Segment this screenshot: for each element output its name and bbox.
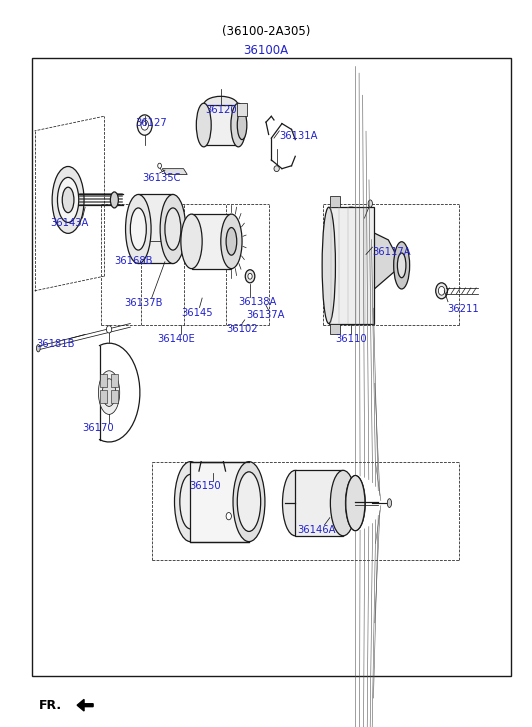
Ellipse shape (326, 207, 376, 324)
Text: 36170: 36170 (82, 423, 114, 433)
Text: 36135C: 36135C (143, 173, 181, 183)
Ellipse shape (397, 253, 406, 278)
Ellipse shape (110, 192, 118, 208)
Text: 36100A: 36100A (244, 44, 288, 57)
Ellipse shape (436, 283, 447, 299)
Ellipse shape (330, 470, 356, 536)
Polygon shape (330, 324, 340, 334)
Ellipse shape (237, 111, 247, 140)
Ellipse shape (226, 228, 237, 255)
Text: 36143A: 36143A (51, 218, 89, 228)
Polygon shape (77, 699, 93, 711)
Polygon shape (162, 169, 187, 174)
Ellipse shape (203, 96, 238, 114)
Bar (32, 58, 511, 676)
Ellipse shape (248, 273, 252, 279)
Text: FR.: FR. (39, 699, 62, 712)
Ellipse shape (141, 120, 148, 130)
Text: 36181B: 36181B (36, 339, 74, 349)
Ellipse shape (237, 472, 261, 531)
Bar (237, 103, 247, 116)
Ellipse shape (137, 115, 152, 135)
Ellipse shape (346, 475, 365, 531)
Text: 36150: 36150 (189, 481, 220, 491)
Ellipse shape (332, 222, 370, 309)
Ellipse shape (57, 177, 79, 222)
Ellipse shape (165, 208, 181, 250)
Ellipse shape (180, 475, 201, 529)
Ellipse shape (160, 194, 186, 263)
Ellipse shape (394, 241, 410, 289)
Ellipse shape (181, 214, 202, 268)
Bar (138, 194, 173, 263)
Ellipse shape (126, 194, 151, 263)
Bar (204, 105, 238, 145)
Ellipse shape (282, 470, 308, 536)
Text: 36145: 36145 (181, 308, 212, 318)
Text: 36102: 36102 (226, 324, 257, 334)
Ellipse shape (98, 371, 120, 414)
Polygon shape (330, 196, 340, 207)
Ellipse shape (174, 462, 206, 542)
Ellipse shape (368, 200, 372, 207)
Text: 36140E: 36140E (157, 334, 195, 345)
Text: 36168B: 36168B (114, 256, 153, 266)
Ellipse shape (102, 379, 115, 406)
Text: 36137B: 36137B (124, 298, 162, 308)
Text: 36137A: 36137A (246, 310, 284, 321)
Bar (111, 374, 118, 387)
Ellipse shape (106, 326, 112, 333)
Text: 36127: 36127 (136, 118, 168, 128)
Ellipse shape (62, 188, 74, 213)
Bar (111, 390, 118, 403)
Ellipse shape (231, 103, 246, 147)
Bar (100, 390, 107, 403)
Text: 36138A: 36138A (238, 297, 277, 307)
Ellipse shape (387, 499, 392, 507)
Ellipse shape (245, 270, 255, 283)
Ellipse shape (322, 207, 335, 324)
Ellipse shape (157, 164, 161, 168)
Bar (295, 470, 343, 536)
Polygon shape (351, 222, 402, 309)
Polygon shape (329, 207, 374, 324)
Text: (36100-2A305): (36100-2A305) (222, 25, 310, 39)
Ellipse shape (36, 345, 40, 352)
Text: 36131A: 36131A (279, 131, 318, 141)
Ellipse shape (438, 286, 445, 295)
Ellipse shape (52, 166, 84, 233)
Text: 36120: 36120 (205, 105, 236, 116)
Text: 36110: 36110 (335, 334, 367, 345)
Text: 36211: 36211 (447, 304, 479, 314)
Bar (190, 462, 249, 542)
Ellipse shape (221, 214, 242, 268)
Ellipse shape (233, 462, 265, 542)
Bar (100, 374, 107, 387)
Bar (192, 214, 231, 269)
Ellipse shape (130, 208, 146, 250)
Text: 36146A: 36146A (297, 525, 335, 535)
Ellipse shape (274, 166, 279, 172)
Ellipse shape (196, 103, 211, 147)
Text: 36117A: 36117A (372, 247, 411, 257)
Ellipse shape (226, 513, 231, 520)
